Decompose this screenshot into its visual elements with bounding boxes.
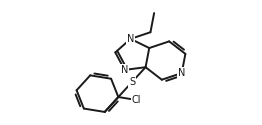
Text: N: N [178, 68, 185, 78]
Text: N: N [121, 65, 128, 75]
Text: N: N [127, 34, 134, 44]
Text: S: S [129, 77, 135, 87]
Text: Cl: Cl [131, 95, 141, 105]
